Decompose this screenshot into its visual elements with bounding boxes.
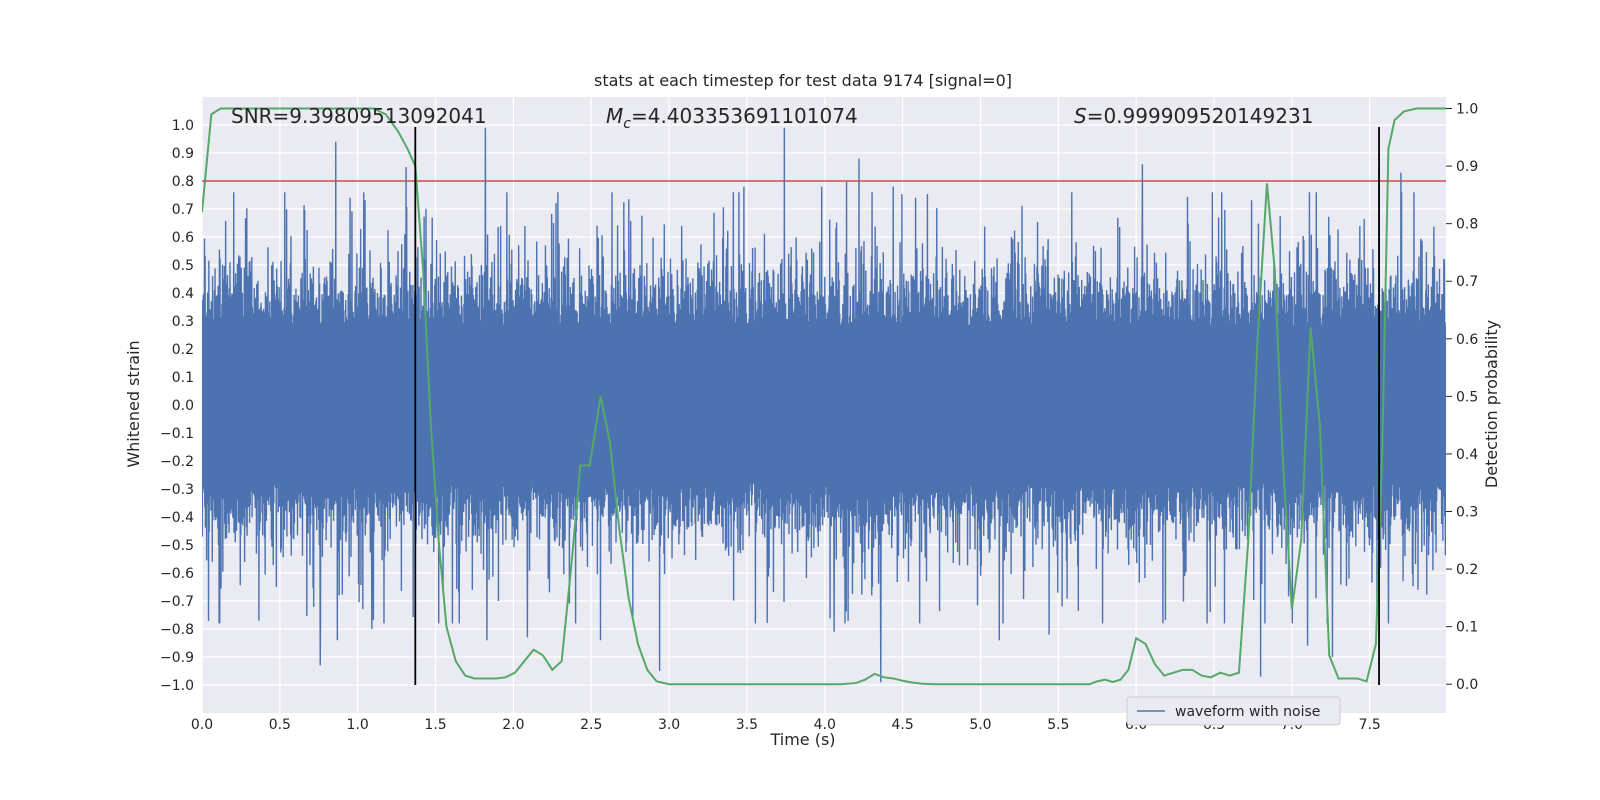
score-symbol: S [1074,104,1087,128]
x-axis-label: Time (s) [769,730,835,749]
legend: waveform with noise [1126,696,1341,726]
waveform-series [202,127,1446,683]
y-tick-label-7: 0.3 [172,314,194,330]
y-tick-label-1: 0.9 [172,146,194,162]
y-tick-label-14: −0.4 [160,510,194,526]
y2-tick-label-7: 0.3 [1456,505,1478,521]
chirp-mass-value: =4.403353691101074 [631,104,858,128]
y-tick-label-16: −0.6 [160,566,194,582]
y-tick-label-19: −0.9 [160,650,194,666]
y2-tick-label-3: 0.7 [1456,274,1478,290]
y-tick-label-17: −0.7 [160,594,194,610]
y2-tick-label-2: 0.8 [1456,217,1478,233]
y2-tick-label-9: 0.1 [1456,620,1478,636]
y-tick-label-11: −0.1 [160,426,194,442]
y2-tick-label-5: 0.5 [1456,389,1478,405]
y-tick-label-18: −0.8 [160,622,194,638]
y2-tick-label-6: 0.4 [1456,447,1478,463]
x-tick-label-3: 1.5 [424,717,446,733]
x-tick-label-15: 7.5 [1359,717,1381,733]
legend-entry-waveform: waveform with noise [1175,704,1320,720]
chirp-mass-subscript: c [623,116,631,132]
probability-series [202,107,1446,686]
x-tick-label-4: 2.0 [502,717,524,733]
x-tick-label-0: 0.0 [191,717,213,733]
y-tick-label-12: −0.2 [160,454,194,470]
y-tick-label-9: 0.1 [172,370,194,386]
x-axis-ticks: 0.00.51.01.52.02.53.03.54.04.55.05.56.06… [191,717,1381,733]
score-value: =0.999909520149231 [1087,104,1314,128]
chirp-mass-symbol: M [606,104,623,128]
y2-tick-label-1: 0.9 [1456,159,1478,175]
y-tick-label-20: −1.0 [160,678,194,694]
y-tick-label-4: 0.6 [172,230,194,246]
y-tick-label-10: 0.0 [172,398,194,414]
x-tick-label-6: 3.0 [658,717,680,733]
snr-annotation: SNR=9.39809513092041 [231,104,487,128]
overlay-lines [202,127,1446,685]
y-tick-label-13: −0.3 [160,482,194,498]
y-tick-label-15: −0.5 [160,538,194,554]
y2-tick-label-10: 0.0 [1456,677,1478,693]
chirp-mass-annotation: Mc=4.403353691101074 [606,104,858,132]
y-axis-ticks: 1.0 0.9 0.8 0.7 0.6 0.5 0.4 0.3 0.2 0.1 0.0 −0.1 −0.… [160,118,194,694]
legend-box [1126,696,1341,726]
x-tick-label-9: 4.5 [891,717,913,733]
y-tick-label-5: 0.5 [172,258,194,274]
y2-axis-label: Detection probability [1482,320,1501,488]
x-tick-label-1: 0.5 [269,717,291,733]
score-annotation: S=0.999909520149231 [1074,104,1313,128]
y-tick-label-0: 1.0 [172,118,194,134]
x-tick-label-10: 5.0 [969,717,991,733]
y2-tick-label-8: 0.2 [1456,562,1478,578]
y-tick-label-6: 0.4 [172,286,194,302]
x-tick-label-8: 4.0 [814,717,836,733]
y2-tick-label-0: 1.0 [1456,102,1478,118]
waveform-line [202,127,1446,683]
y-axis-label: Whitened strain [124,340,143,467]
x-tick-label-11: 5.5 [1047,717,1069,733]
x-tick-label-7: 3.5 [736,717,758,733]
y2-axis-ticks: 1.0 0.9 0.8 0.7 0.6 0.5 0.4 0.3 0.2 0.1 0.0 [1446,102,1478,693]
y-tick-label-2: 0.8 [172,174,194,190]
y-tick-label-3: 0.7 [172,202,194,218]
y-tick-label-8: 0.2 [172,342,194,358]
chart-title: stats at each timestep for test data 917… [594,71,1012,90]
x-tick-label-5: 2.5 [580,717,602,733]
x-tick-label-2: 1.0 [347,717,369,733]
y2-tick-label-4: 0.6 [1456,332,1478,348]
probability-line [202,107,1446,686]
